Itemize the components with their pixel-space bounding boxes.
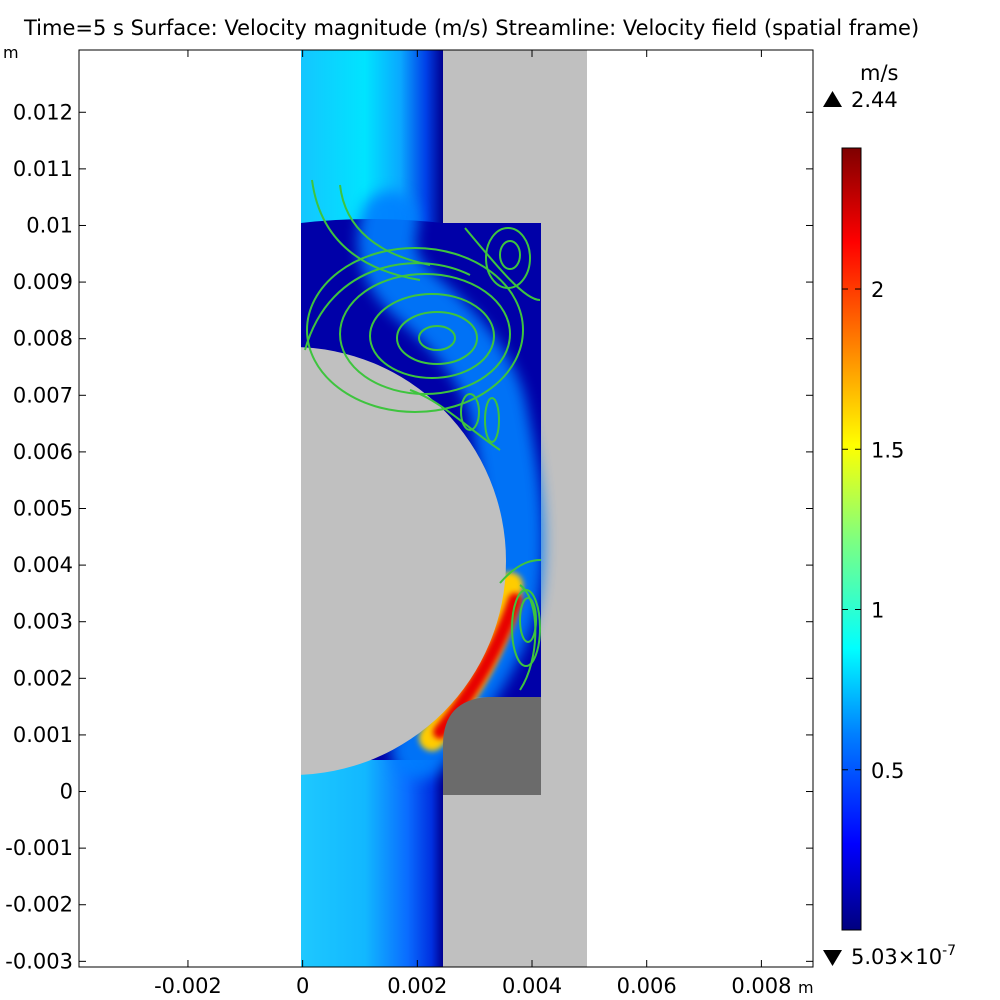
- streamline: [311, 179, 421, 281]
- x-tick-label: 0.002: [387, 974, 447, 998]
- colorbar-min-exponent: -7: [942, 943, 956, 959]
- y-tick-label: 0.003: [13, 610, 73, 634]
- streamline: [339, 184, 431, 266]
- x-unit-label: m: [798, 978, 814, 997]
- y-tick-label: 0: [60, 780, 73, 804]
- y-tick-label: 0.004: [13, 553, 73, 577]
- y-tick-label: 0.01: [26, 213, 73, 237]
- x-axis: -0.002 0 0.002 0.004 0.006 0.008: [154, 50, 791, 998]
- y-tick-label: -0.003: [5, 949, 73, 973]
- streamline: [339, 273, 511, 395]
- colorbar-tick-label: 1: [871, 599, 884, 623]
- y-tick-label: 0.012: [13, 100, 73, 124]
- solid-seat-block: [443, 697, 541, 795]
- streamline: [369, 293, 495, 379]
- streamline: [499, 559, 542, 584]
- streamline: [409, 389, 501, 451]
- y-tick-label: 0.005: [13, 497, 73, 521]
- x-tick-label: 0: [296, 974, 309, 998]
- colorbar-unit: m/s: [860, 61, 898, 85]
- outside-right: [587, 50, 813, 967]
- plot-title: Time=5 s Surface: Velocity magnitude (m/…: [24, 16, 920, 40]
- y-tick-label: 0.009: [13, 270, 73, 294]
- colorbar-tick-label: 2: [871, 278, 884, 302]
- y-tick-label: 0.007: [13, 383, 73, 407]
- y-tick-label: 0.011: [13, 157, 73, 181]
- x-tick-label: 0.004: [502, 974, 562, 998]
- streamline: [304, 262, 471, 351]
- streamline: [484, 397, 500, 443]
- y-tick-label: 0.008: [13, 327, 73, 351]
- streamline: [519, 584, 537, 691]
- y-axis: 0.012 0.011 0.01 0.009 0.008 0.007 0.006 0.005 0…: [5, 100, 813, 973]
- colorbar: [841, 147, 862, 931]
- streamline: [519, 597, 537, 643]
- plot-area: [79, 50, 813, 967]
- solid-upper-strip: [443, 50, 444, 223]
- inlet-channel-field: [301, 760, 443, 967]
- streamline: [418, 325, 456, 351]
- y-tick-label: -0.002: [5, 893, 73, 917]
- y-tick-label: -0.001: [5, 836, 73, 860]
- x-tick-label: 0.008: [731, 974, 791, 998]
- streamline: [460, 393, 480, 431]
- colorbar-min-label: 5.03×10-7: [851, 943, 956, 969]
- streamline: [396, 311, 478, 365]
- colorbar-min-mantissa: 5.03×10: [851, 945, 942, 969]
- colorbar-tick-label: 0.5: [871, 759, 904, 783]
- streamline: [485, 227, 531, 289]
- y-unit-label: m: [3, 43, 19, 62]
- y-tick-label: 0.002: [13, 666, 73, 690]
- x-tick-label: 0.006: [617, 974, 677, 998]
- streamline: [499, 240, 521, 270]
- colorbar-ticks: 2 1.5 1 0.5: [842, 278, 904, 783]
- streamline: [464, 227, 541, 301]
- colorbar-tick-label: 1.5: [871, 438, 904, 462]
- streamline: [306, 247, 524, 413]
- x-tick-label: -0.002: [154, 974, 222, 998]
- y-tick-label: 0.001: [13, 723, 73, 747]
- colorbar-max-label: 2.44: [851, 88, 898, 112]
- streamlines: [304, 179, 542, 691]
- max-marker-icon: [823, 91, 842, 107]
- outside-left: [79, 50, 301, 967]
- min-marker-icon: [823, 950, 842, 966]
- y-tick-label: 0.006: [13, 440, 73, 464]
